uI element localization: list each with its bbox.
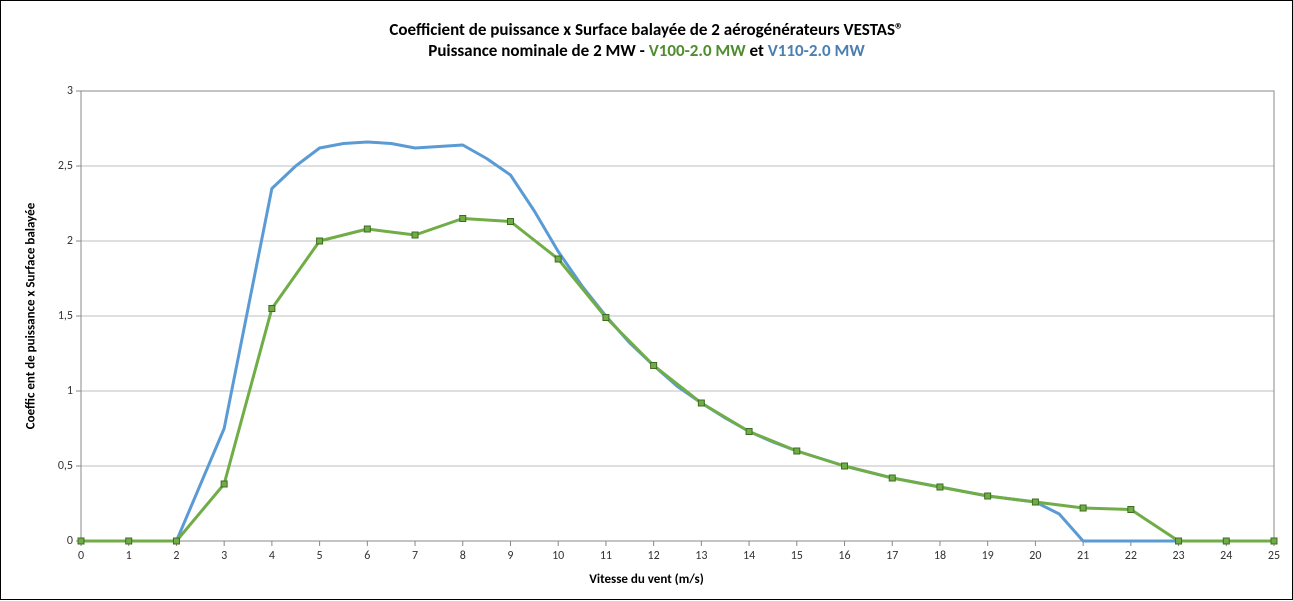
x-tick-label: 1 — [126, 549, 132, 563]
x-tick-label: 0 — [78, 549, 84, 563]
x-tick-label: 3 — [221, 549, 227, 563]
y-tick-label: 2 — [67, 234, 73, 248]
x-tick-label: 23 — [1172, 549, 1184, 563]
x-tick-label: 22 — [1125, 549, 1137, 563]
x-tick-label: 25 — [1268, 549, 1280, 563]
x-tick-label: 20 — [1029, 549, 1041, 563]
chart-frame: Coefficient de puissance x Surface balay… — [0, 0, 1293, 600]
x-tick-label: 2 — [173, 549, 179, 563]
x-tick-label: 6 — [364, 549, 370, 563]
x-tick-label: 17 — [886, 549, 898, 563]
x-tick-label: 4 — [269, 549, 275, 563]
x-tick-label: 10 — [552, 549, 564, 563]
x-tick-label: 24 — [1220, 549, 1232, 563]
x-tick-label: 9 — [507, 549, 513, 563]
x-tick-label: 19 — [982, 549, 994, 563]
x-tick-label: 8 — [460, 549, 466, 563]
x-tick-label: 15 — [791, 549, 803, 563]
x-tick-label: 11 — [600, 549, 612, 563]
y-tick-label: 0,5 — [58, 459, 73, 473]
x-tick-label: 13 — [695, 549, 707, 563]
x-tick-label: 21 — [1077, 549, 1089, 563]
x-tick-label: 12 — [648, 549, 660, 563]
x-tick-label: 7 — [412, 549, 418, 563]
y-tick-label: 2,5 — [58, 159, 73, 173]
plot-area — [1, 1, 1293, 601]
x-tick-label: 16 — [838, 549, 850, 563]
y-tick-label: 1 — [67, 384, 73, 398]
y-tick-label: 3 — [67, 84, 73, 98]
x-tick-label: 14 — [743, 549, 755, 563]
y-tick-label: 0 — [67, 534, 73, 548]
y-tick-label: 1,5 — [58, 309, 73, 323]
x-tick-label: 5 — [317, 549, 323, 563]
x-tick-label: 18 — [934, 549, 946, 563]
